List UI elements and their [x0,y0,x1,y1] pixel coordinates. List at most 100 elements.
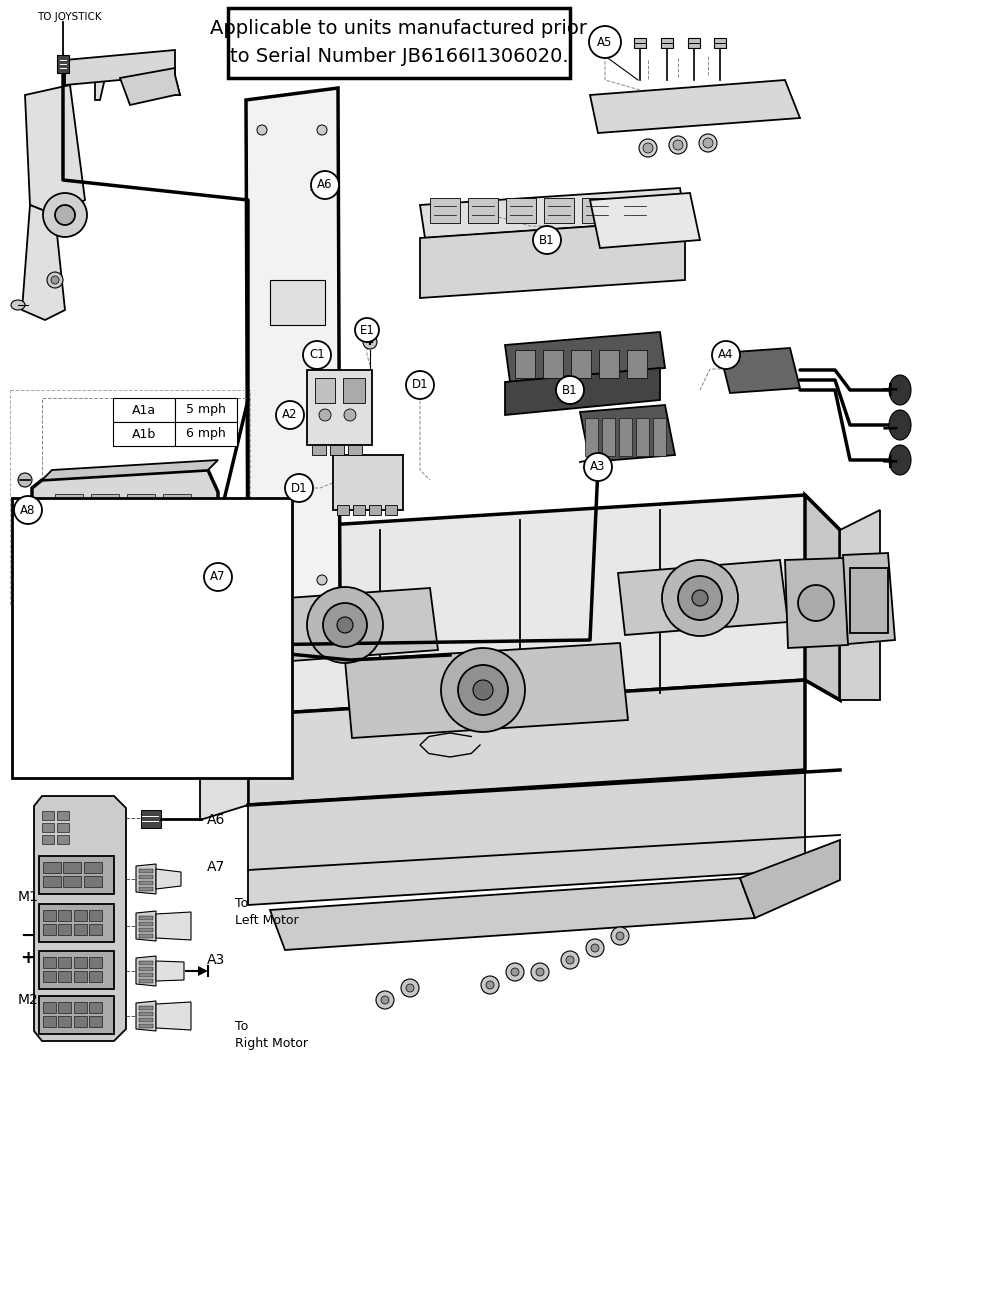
Bar [55,538,83,554]
Bar [515,350,535,378]
Circle shape [317,125,327,135]
Polygon shape [805,495,840,701]
Polygon shape [248,680,805,805]
Circle shape [584,454,612,481]
Circle shape [307,587,383,663]
Circle shape [51,276,59,284]
Polygon shape [590,193,700,248]
Bar [348,444,362,455]
Bar [74,1002,87,1013]
Polygon shape [136,955,156,985]
Bar [55,494,83,510]
Bar [430,197,460,223]
Bar [55,516,83,532]
Bar [139,881,153,885]
Polygon shape [505,369,660,416]
Bar [369,505,381,515]
Bar [58,957,71,968]
Circle shape [536,968,544,976]
Circle shape [47,272,63,288]
Bar [627,350,647,378]
Bar [43,924,56,935]
Bar [10,389,250,605]
Circle shape [506,963,524,982]
Circle shape [589,26,621,58]
Circle shape [401,979,419,997]
Circle shape [257,125,267,135]
Bar [43,863,61,873]
Bar [89,910,102,921]
Bar [333,455,403,510]
Circle shape [376,991,394,1009]
Bar [170,575,192,589]
Polygon shape [618,559,788,635]
Bar [113,399,175,422]
Circle shape [692,589,708,606]
Polygon shape [136,864,156,894]
Bar [58,1002,71,1013]
Bar [850,569,888,633]
Bar [84,876,102,887]
Bar [58,1016,71,1027]
Circle shape [712,341,740,369]
Bar [163,494,191,510]
Circle shape [639,139,657,157]
Bar [139,979,153,983]
Circle shape [285,474,313,502]
Polygon shape [270,878,755,950]
Bar [57,812,69,819]
Text: TO JOYSTICK: TO JOYSTICK [37,12,102,22]
Polygon shape [345,643,628,738]
Circle shape [337,617,353,633]
Circle shape [591,944,599,951]
Text: B1: B1 [562,383,578,396]
Text: 6 mph: 6 mph [186,427,226,440]
Ellipse shape [11,301,25,310]
Bar [468,197,498,223]
Circle shape [43,193,87,237]
Bar [139,874,153,880]
Bar [43,1016,56,1027]
Bar [163,538,191,554]
Bar [91,494,119,510]
Bar [100,575,122,589]
Circle shape [556,376,584,404]
Circle shape [381,996,389,1004]
Circle shape [221,604,257,640]
Circle shape [319,409,331,421]
Bar [43,1002,56,1013]
Bar [42,823,54,833]
Bar [312,444,326,455]
Text: To
Right Motor: To Right Motor [235,1019,308,1050]
Circle shape [441,648,525,732]
Bar [653,418,666,456]
Text: A7: A7 [207,860,225,874]
Bar [543,350,563,378]
Text: −: − [20,927,36,945]
Circle shape [673,140,683,150]
Bar [139,1023,153,1029]
Polygon shape [258,588,438,663]
Bar [307,370,372,444]
Polygon shape [156,869,181,889]
Polygon shape [740,840,840,918]
Circle shape [662,559,738,637]
Polygon shape [590,80,800,133]
Text: A7: A7 [210,570,226,583]
Bar [135,575,157,589]
Bar [127,516,155,532]
Bar [636,418,649,456]
Polygon shape [156,961,184,982]
Ellipse shape [889,375,911,405]
Bar [602,418,615,456]
Bar [43,957,56,968]
Circle shape [311,171,339,199]
Polygon shape [210,578,268,668]
Bar [39,996,114,1034]
Circle shape [486,982,494,989]
Polygon shape [248,770,805,904]
Bar [43,910,56,921]
Polygon shape [420,188,685,238]
Bar [12,498,292,778]
Bar [544,197,574,223]
